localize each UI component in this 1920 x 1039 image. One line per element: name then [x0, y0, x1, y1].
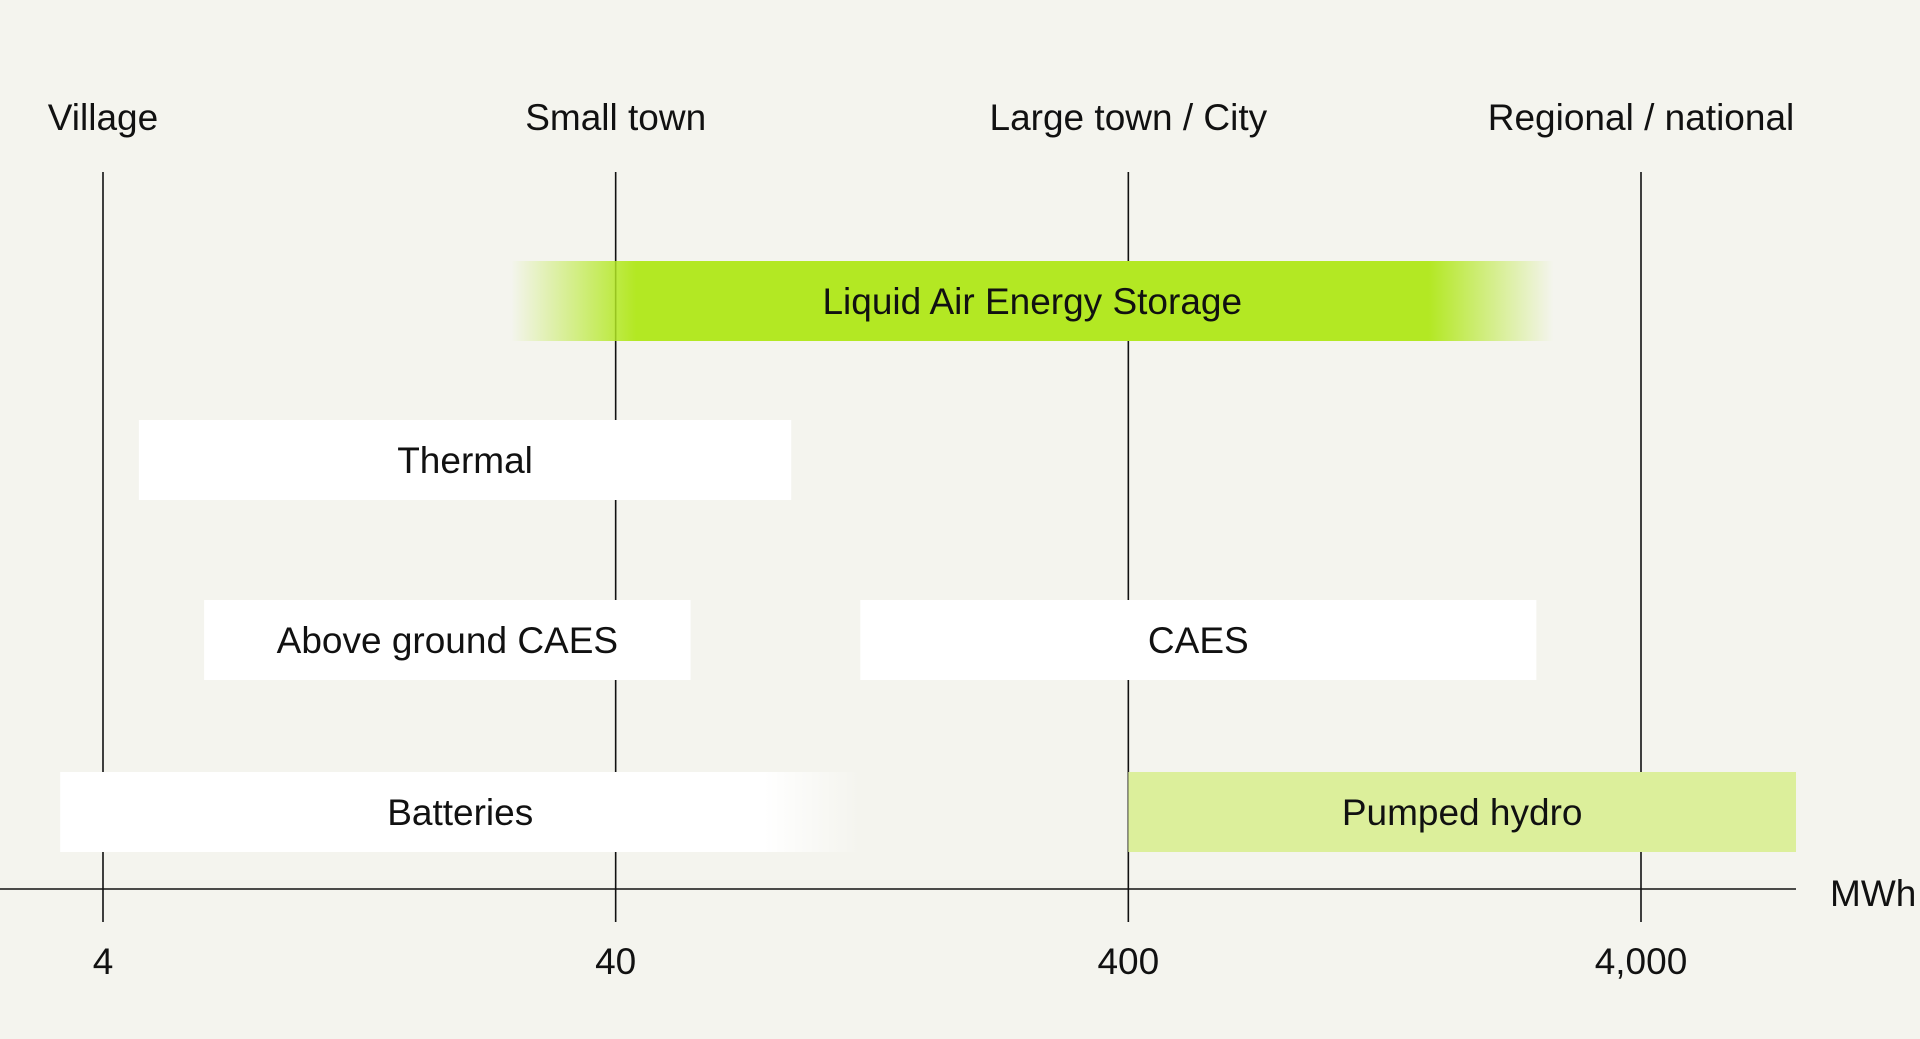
bar-5: [1128, 772, 1796, 852]
tick-label-2: 400: [1097, 941, 1159, 982]
bar-3: [860, 600, 1537, 680]
bar-label-1: Thermal: [397, 440, 533, 481]
tick-label-3: 4,000: [1595, 941, 1688, 982]
bar-4: [60, 772, 861, 852]
bar-1: [138, 420, 792, 500]
bar-label-4: Batteries: [387, 792, 533, 833]
bar-label-2: Above ground CAES: [277, 620, 618, 661]
bar-label-3: CAES: [1148, 620, 1249, 661]
tick-label-1: 40: [595, 941, 636, 982]
scale-label-0: Village: [48, 97, 158, 138]
x-unit-label: MWh: [1830, 873, 1916, 914]
bar-2: [204, 600, 691, 680]
bar-0: [511, 261, 1554, 341]
bar-label-5: Pumped hydro: [1342, 792, 1583, 833]
bar-label-0: Liquid Air Energy Storage: [822, 281, 1242, 322]
scale-label-3: Regional / national: [1488, 97, 1795, 138]
tick-label-0: 4: [93, 941, 114, 982]
scale-label-2: Large town / City: [990, 97, 1268, 138]
scale-label-1: Small town: [525, 97, 706, 138]
